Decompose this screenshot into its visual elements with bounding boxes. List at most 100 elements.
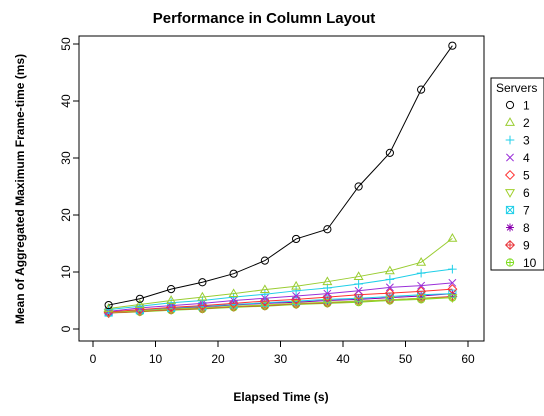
series-4-point (292, 291, 301, 300)
x-tick-label: 0 (90, 352, 97, 366)
series-2-point (134, 299, 145, 308)
series-3-point (291, 286, 301, 296)
series-layer (103, 41, 458, 319)
y-tick-label: 20 (59, 208, 73, 222)
legend-marker (504, 169, 516, 181)
series-1-point (198, 278, 207, 287)
series-2-line (108, 237, 453, 309)
legend-label: 3 (523, 134, 530, 148)
series-3-point (166, 298, 176, 308)
series-7-line (108, 293, 453, 313)
series-3-line (108, 268, 453, 311)
series-2-point (416, 256, 427, 266)
legend-item-10: 10 (505, 256, 537, 270)
series-2-point (322, 276, 333, 286)
legend-marker (505, 258, 515, 267)
series-1-point (135, 294, 144, 303)
legend-marker (504, 189, 516, 198)
series-3-point (323, 283, 332, 293)
series-4-line (108, 282, 453, 312)
legend-item-3: 3 (505, 134, 530, 148)
series-4-point (323, 289, 332, 298)
series-4-point (385, 283, 394, 292)
legend-marker (506, 153, 514, 162)
series-5-line (108, 288, 453, 313)
legend-item-2: 2 (504, 116, 530, 130)
legend-label: 7 (523, 204, 530, 218)
series-2-point (166, 295, 177, 304)
y-tick-label: 0 (59, 325, 73, 332)
series-1-point (448, 41, 457, 50)
series-6-point (197, 304, 208, 314)
y-tick-label: 50 (59, 37, 73, 51)
legend-marker (504, 239, 516, 251)
series-1-line (108, 45, 453, 306)
series-2-point (384, 265, 395, 275)
x-tick-label: 40 (336, 352, 350, 366)
x-tick-label: 30 (274, 352, 288, 366)
series-5-point (197, 300, 208, 311)
x-tick-label: 20 (211, 352, 225, 366)
series-3 (104, 264, 457, 314)
legend-label: 10 (523, 256, 537, 270)
legend-item-6: 6 (504, 186, 530, 200)
x-axis: 0 10 20 30 40 50 60 (90, 341, 475, 366)
series-3-point (198, 296, 207, 305)
series-5-point (416, 286, 427, 297)
series-5-point (384, 288, 395, 299)
series-1-point (354, 182, 363, 191)
x-tick-label: 10 (149, 352, 163, 366)
series-1-point (229, 269, 238, 278)
series-1-point (167, 285, 176, 294)
series-5-point (447, 284, 458, 295)
series-3-point (354, 279, 363, 289)
legend-box (490, 77, 544, 271)
plot-frame (78, 35, 485, 342)
series-1 (104, 41, 457, 310)
legend-title: Servers (496, 81, 537, 95)
series-2 (103, 233, 458, 312)
series-3-point (416, 268, 426, 278)
x-tick-label: 50 (399, 352, 413, 366)
legend-items: 1 2 3 4 5 6 7 8 9 10 (504, 99, 537, 270)
y-tick-label: 30 (59, 151, 73, 165)
series-2-point (447, 233, 458, 242)
series-6-point (322, 298, 333, 308)
series-2-point (228, 288, 239, 298)
series-5-point (228, 298, 239, 309)
legend-label: 9 (523, 239, 530, 253)
legend-label: 6 (523, 186, 530, 200)
series-2-point (291, 280, 302, 290)
series-6-point (291, 299, 302, 309)
series-2-point (353, 271, 364, 280)
legend-label: 8 (523, 221, 530, 235)
series-3-point (385, 275, 395, 284)
x-axis-label: Elapsed Time (s) (233, 390, 328, 404)
legend-item-4: 4 (506, 151, 530, 165)
legend-item-8: 8 (506, 221, 530, 235)
legend-item-5: 5 (504, 169, 530, 183)
series-1-point (385, 148, 394, 157)
series-6-line (108, 297, 453, 313)
series-3-point (448, 264, 457, 274)
series-6-point (353, 297, 364, 307)
series-2-point (259, 284, 270, 294)
series-5-point (103, 306, 114, 317)
legend-marker (505, 135, 515, 145)
series-1-point (323, 225, 332, 234)
series-6-point (447, 294, 458, 303)
legend-label: 2 (523, 116, 530, 130)
y-tick-label: 40 (59, 94, 73, 108)
legend-label: 5 (523, 169, 530, 183)
series-10-line (108, 297, 453, 314)
series-5-point (259, 296, 270, 307)
series-5 (103, 284, 458, 317)
series-1-point (104, 300, 113, 310)
chart-title: Performance in Column Layout (153, 10, 376, 27)
legend-marker (505, 205, 515, 215)
legend-marker (504, 117, 516, 126)
series-2-point (197, 291, 208, 301)
series-5-point (322, 292, 333, 303)
